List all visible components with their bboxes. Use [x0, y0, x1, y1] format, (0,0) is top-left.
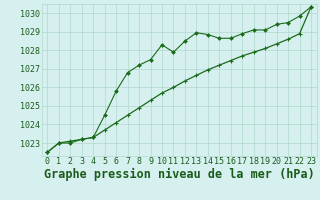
X-axis label: Graphe pression niveau de la mer (hPa): Graphe pression niveau de la mer (hPa): [44, 168, 315, 181]
